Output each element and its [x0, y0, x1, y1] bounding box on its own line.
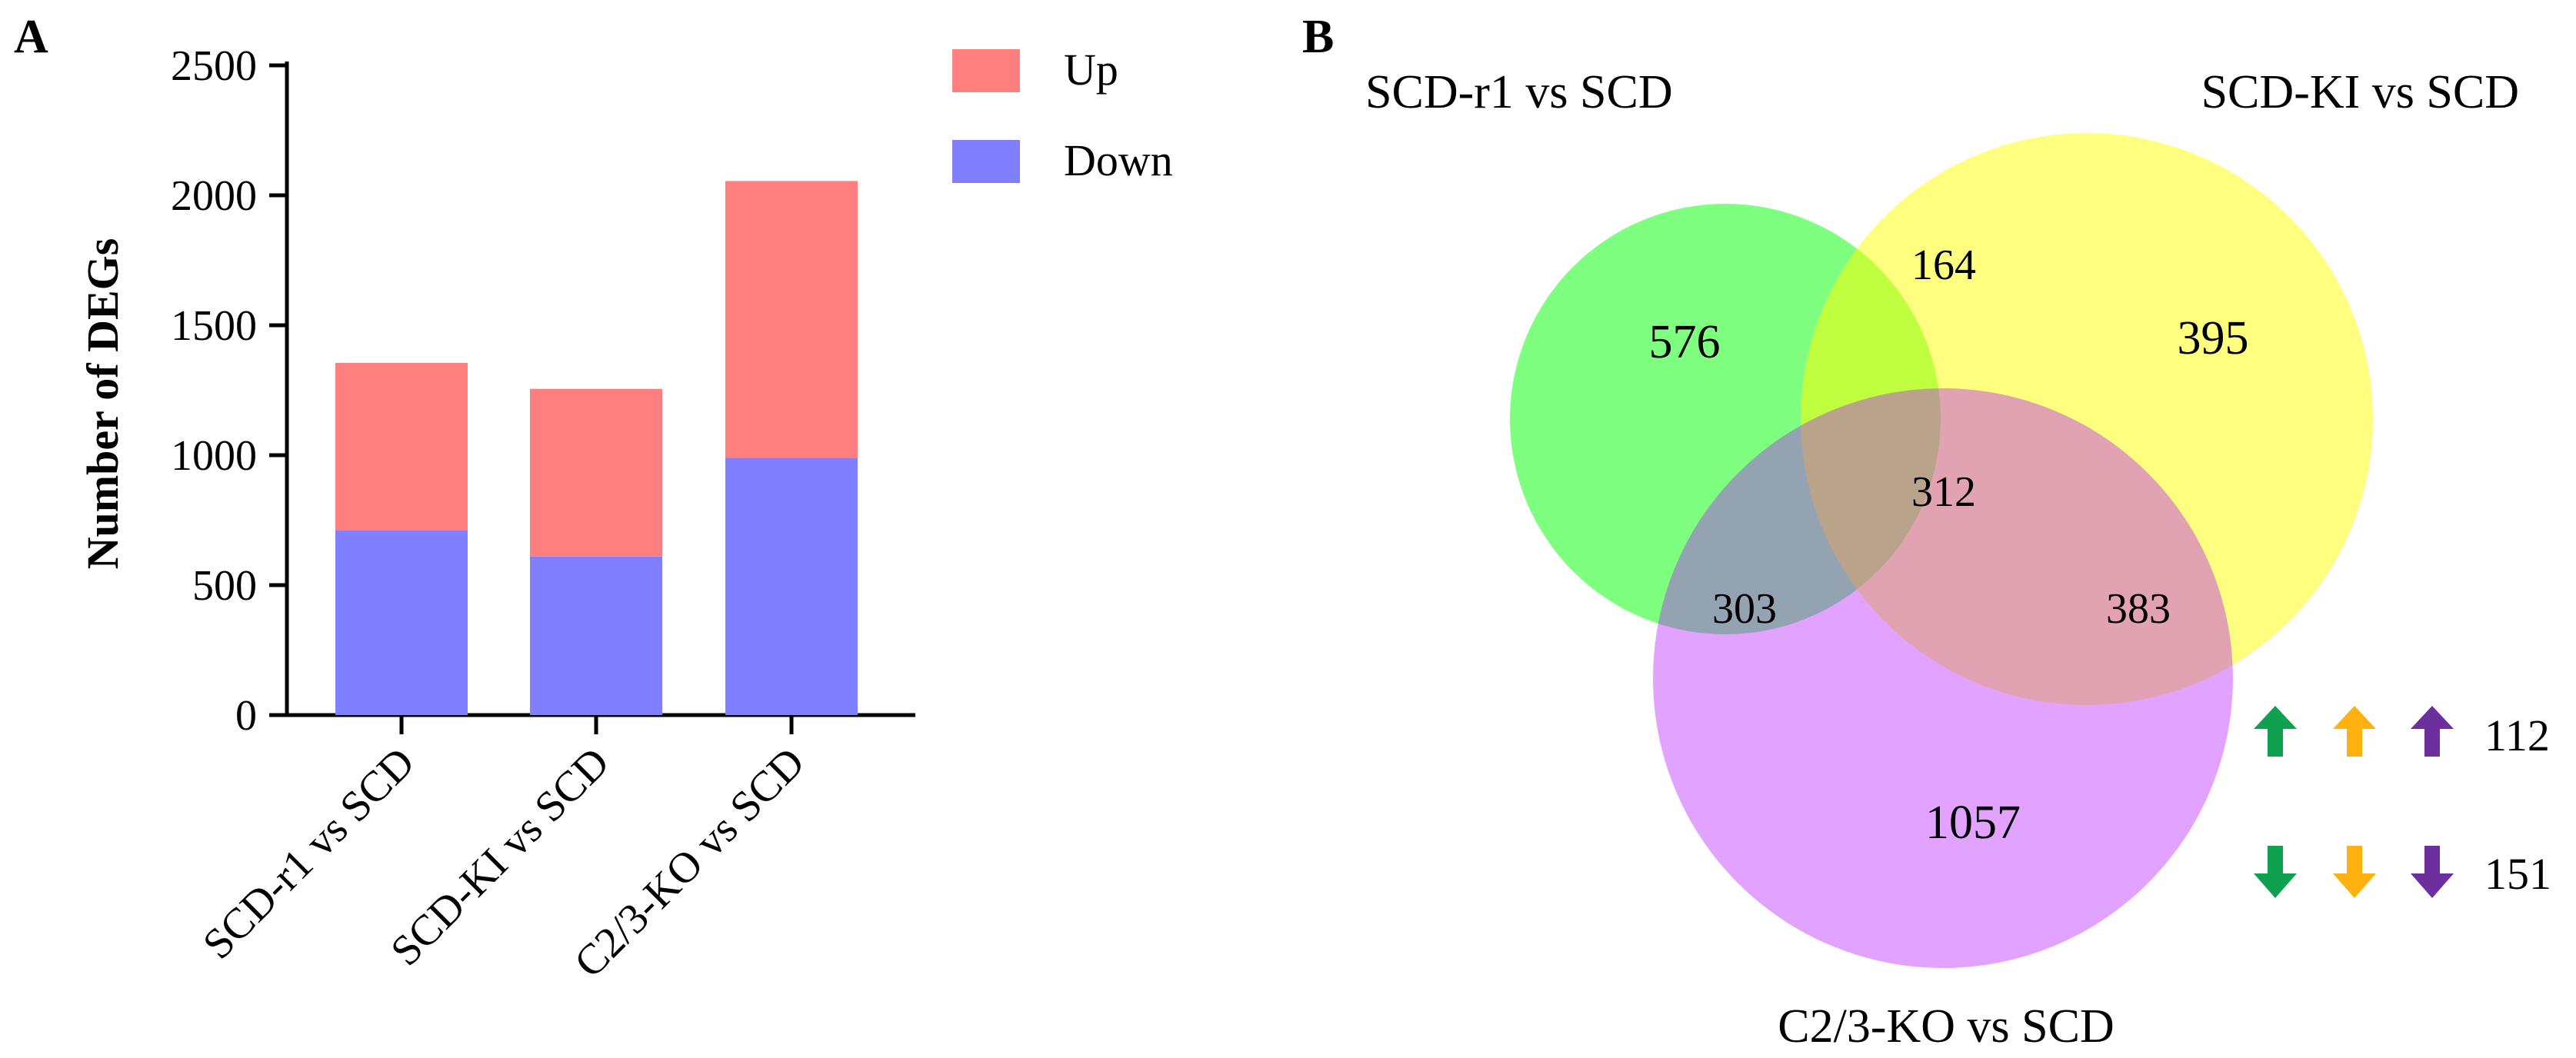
venn-title-scd-r1: SCD-r1 vs SCD	[1365, 66, 1673, 118]
venn-count-ki-only: 395	[2178, 312, 2249, 364]
legend-swatch-up	[952, 49, 1020, 92]
panel-b-label: B	[1302, 11, 1334, 63]
venn-count-r1-ki: 164	[1911, 241, 1976, 289]
bar-up	[335, 363, 468, 531]
venn-count-r1-only: 576	[1649, 316, 1721, 368]
panel-b: B SCD-r1 vs SCD SCD-KI vs SCD C2/3-KO vs…	[1302, 11, 2551, 1053]
bar-down	[530, 556, 662, 715]
y-tick-label: 1000	[171, 432, 257, 480]
y-axis-title: Number of DEGs	[78, 238, 128, 570]
panel-a: A Number of DEGs 0 500 1000 1500 2000 2500 SC…	[14, 11, 1173, 987]
y-tick-label: 500	[192, 562, 257, 610]
legend: Up Down	[952, 45, 1173, 185]
bars	[335, 181, 858, 715]
arrow-up-orange-icon	[2333, 706, 2376, 757]
venn-title-c23-ko: C2/3-KO vs SCD	[1778, 1000, 2114, 1053]
direction-down-value: 151	[2484, 849, 2551, 899]
bar-down	[335, 531, 468, 715]
bar-down	[725, 457, 858, 715]
y-ticks: 0 500 1000 1500 2000 2500	[171, 42, 287, 740]
arrow-down-orange-icon	[2333, 846, 2376, 898]
y-tick-label: 2000	[171, 172, 257, 220]
legend-label-up: Up	[1064, 45, 1118, 95]
y-tick-label: 1500	[171, 302, 257, 350]
venn-title-scd-ki: SCD-KI vs SCD	[2201, 66, 2519, 118]
bar-up	[530, 388, 662, 557]
arrow-up-green-icon	[2254, 706, 2297, 757]
bar-up	[725, 181, 858, 458]
panel-a-label: A	[14, 11, 48, 63]
venn-count-r1-ko: 303	[1712, 585, 1777, 633]
venn-count-ko-only: 1057	[1925, 797, 2021, 849]
venn-count-ki-ko: 383	[2106, 585, 2171, 633]
direction-up-value: 112	[2484, 710, 2550, 760]
venn-circles	[1510, 133, 2373, 968]
arrow-up-purple-icon	[2411, 706, 2454, 757]
direction-down-row: 151	[2254, 846, 2551, 899]
arrow-down-purple-icon	[2411, 846, 2454, 898]
y-tick-label: 2500	[171, 42, 257, 90]
direction-up-row: 112	[2254, 706, 2550, 760]
y-tick-label: 0	[235, 692, 257, 740]
venn-circle-c23-ko	[1653, 388, 2233, 968]
venn-count-r1-ki-ko: 312	[1911, 468, 1976, 516]
arrow-down-green-icon	[2254, 846, 2297, 898]
legend-swatch-down	[952, 140, 1020, 183]
venn-circle-scd-ki	[1801, 133, 2373, 705]
legend-label-down: Down	[1064, 135, 1173, 185]
